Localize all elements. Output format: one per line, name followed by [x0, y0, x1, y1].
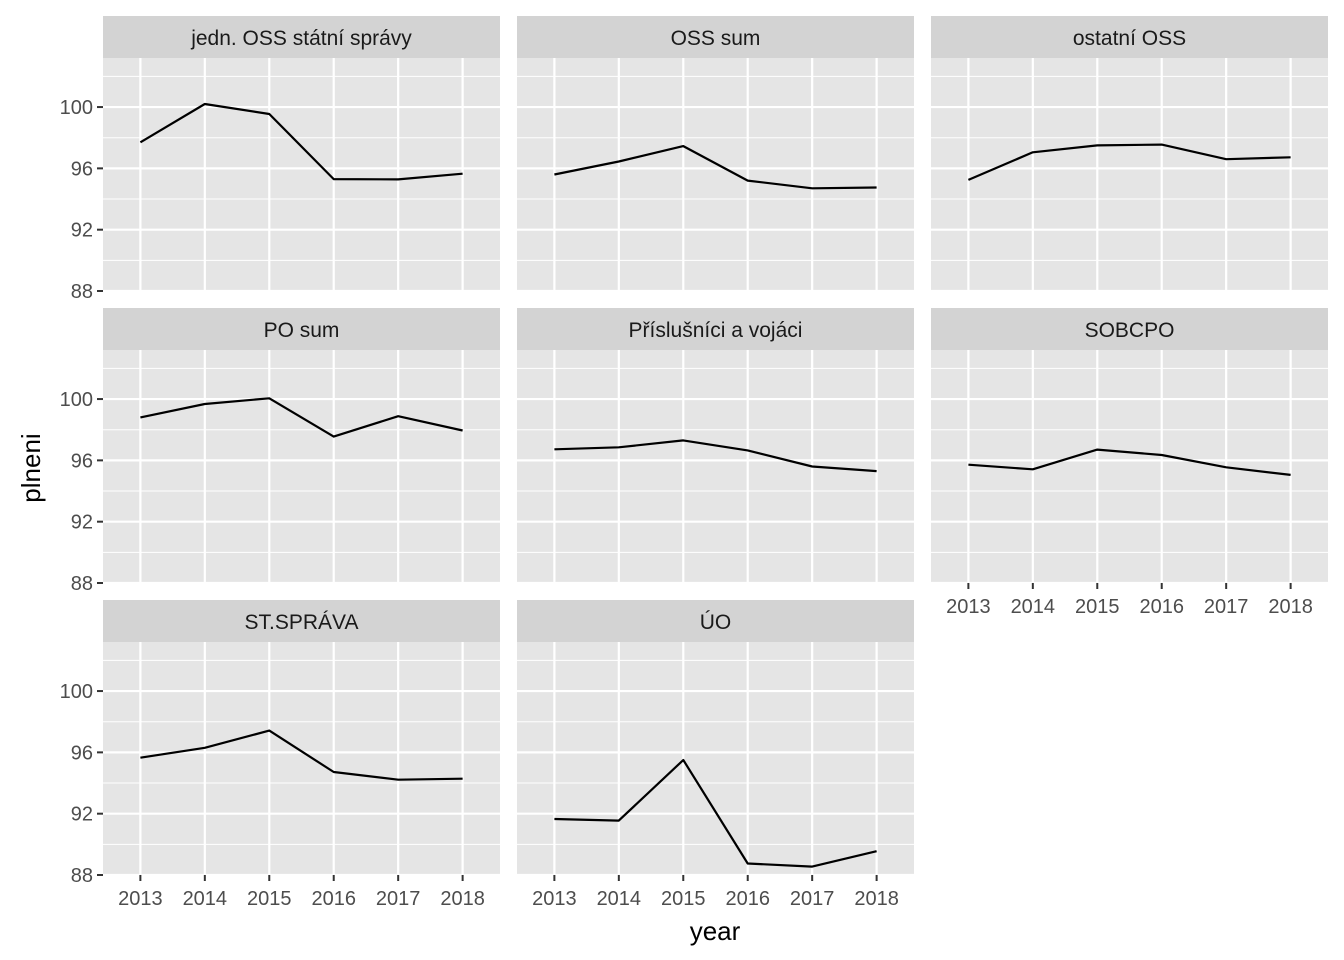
y-axis-title: plneni [16, 433, 46, 502]
panel-7-series-line [140, 729, 463, 781]
panel-7-x-tick-label: 2018 [440, 888, 485, 910]
panel-6-x-tick-label: 2014 [1011, 596, 1056, 618]
panel-6-strip [931, 308, 1328, 350]
panel-7-x-tick-label: 2015 [247, 888, 292, 910]
panel-7-x-tick-label: 2014 [183, 888, 228, 910]
panel-6-x-tick-label: 2013 [946, 596, 991, 618]
panel-5-strip [517, 308, 914, 350]
panel-8-strip-label: ÚO [700, 611, 732, 634]
panel-2-series-line [554, 145, 877, 190]
panel-7-x-tick-label: 2017 [376, 888, 421, 910]
panel-5-background [517, 350, 914, 583]
panel-3-series-line [967, 143, 1291, 181]
panel-7-background [103, 642, 500, 875]
panel-7-strip-label: ST.SPRÁVA [245, 611, 359, 634]
panel-4-y-tick-label: 96 [71, 450, 93, 472]
panel-8-background [517, 642, 914, 875]
panel-6: SOBCPO 2013 2014 2015 2016 2017 2018 [931, 308, 1328, 618]
panel-8-x-tick-label: 2015 [661, 888, 706, 910]
panel-1-y-tick-label: 92 [71, 220, 93, 242]
panel-6-x-tick-label: 2017 [1204, 596, 1249, 618]
panel-3-strip-label: ostatní OSS [1073, 27, 1186, 50]
panel-6-x-tick-label: 2015 [1075, 596, 1120, 618]
panel-3-strip [931, 16, 1328, 58]
panel-1-background [103, 58, 500, 291]
panel-6-x-tick-label: 2016 [1139, 596, 1184, 618]
panel-4-strip-label: PO sum [264, 319, 340, 342]
panel-3: ostatní OSS [931, 16, 1328, 293]
panels-layer: jedn. OSS státní správy 88 92 96 100 OSS sum o… [60, 16, 1328, 910]
panel-8-x-tick-label: 2016 [725, 888, 770, 910]
panel-7-y-tick-label: 100 [60, 681, 93, 703]
panel-1-strip-label: jedn. OSS státní správy [190, 27, 412, 50]
panel-8: ÚO 2013 2014 2015 2016 2017 2018 [517, 600, 914, 910]
panel-8-x-tick-label: 2018 [854, 888, 899, 910]
panel-1-y-tick-label: 88 [71, 281, 93, 303]
x-axis-title: year [690, 916, 741, 946]
panel-2-strip-label: OSS sum [671, 27, 761, 50]
panel-5: Příslušníci a vojáci [517, 308, 914, 585]
panel-4: PO sum 88 92 96 100 [60, 308, 500, 595]
panel-3-background [931, 58, 1328, 291]
panel-1: jedn. OSS státní správy 88 92 96 100 [60, 16, 500, 303]
panel-6-series-line [968, 448, 1291, 476]
panel-4-y-tick-label: 92 [71, 512, 93, 534]
panel-8-x-tick-label: 2014 [597, 888, 642, 910]
panel-8-x-tick-label: 2017 [790, 888, 835, 910]
panel-2: OSS sum [517, 16, 914, 293]
panel-1-y-tick-label: 96 [71, 158, 93, 180]
panel-7: ST.SPRÁVA 88 92 96 100 2013 2014 2015 2016 2017 20… [60, 600, 500, 910]
panel-7-y-tick-label: 92 [71, 804, 93, 826]
panel-4-background [103, 350, 500, 583]
panel-2-strip [517, 16, 914, 58]
panel-7-strip [103, 600, 500, 642]
panel-7-x-tick-label: 2016 [311, 888, 356, 910]
panel-1-y-tick-label: 100 [60, 97, 93, 119]
panel-4-y-tick-label: 100 [60, 389, 93, 411]
panel-1-strip [103, 16, 500, 58]
panel-4-strip [103, 308, 500, 350]
panel-6-x-tick-label: 2018 [1268, 596, 1313, 618]
panel-4-y-tick-label: 88 [71, 573, 93, 595]
panel-7-y-tick-label: 96 [71, 742, 93, 764]
panel-8-x-tick-label: 2013 [532, 888, 577, 910]
panel-4-series-line [140, 397, 463, 438]
panel-5-strip-label: Příslušníci a vojáci [629, 319, 803, 342]
panel-8-strip [517, 600, 914, 642]
panel-6-strip-label: SOBCPO [1085, 319, 1175, 342]
panel-5-series-line [554, 439, 877, 473]
panel-8-series-line [554, 758, 877, 868]
panel-7-x-tick-label: 2013 [118, 888, 163, 910]
panel-2-background [517, 58, 914, 291]
panel-1-series-line [139, 102, 463, 181]
panel-7-y-tick-label: 88 [71, 865, 93, 887]
